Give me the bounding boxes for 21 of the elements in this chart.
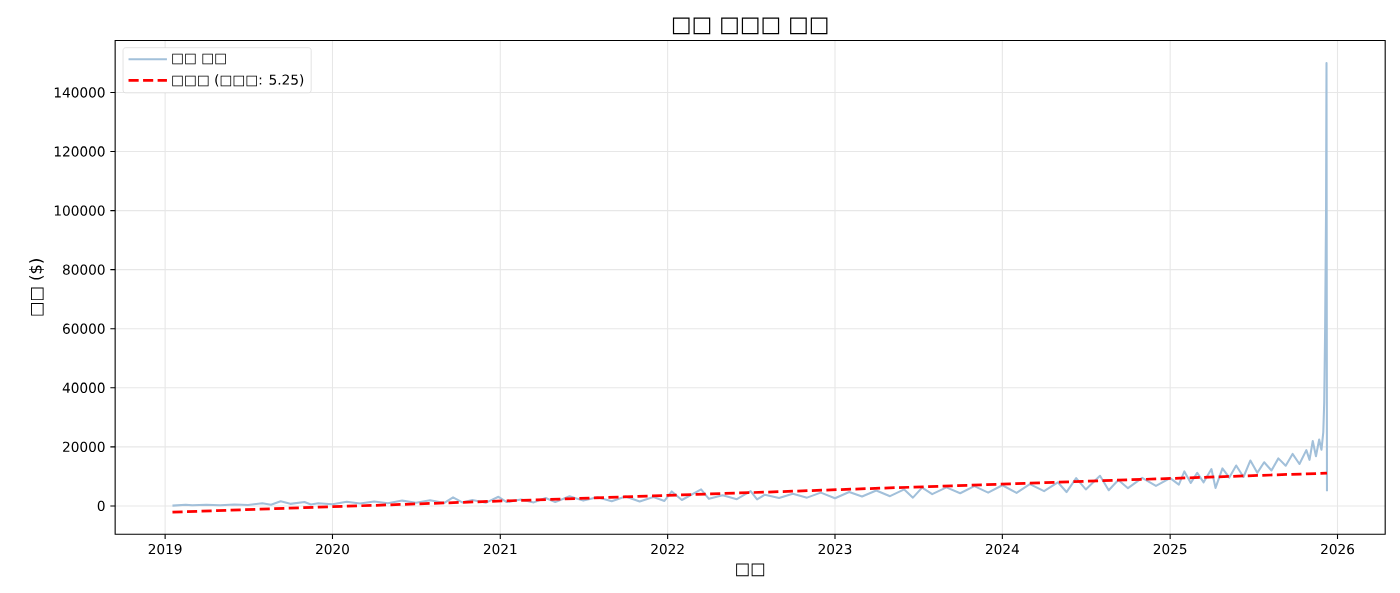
x-tick-label: 2019	[148, 544, 182, 555]
x-tick-label: 2026	[1321, 544, 1355, 555]
x-tick-label: 2021	[483, 544, 517, 555]
x-tick-label: 2025	[1153, 544, 1187, 555]
y-tick-label: 120000	[54, 146, 105, 157]
x-tick-label: 2024	[985, 544, 1019, 555]
y-tick-label: 140000	[54, 87, 105, 98]
chart-title: □□ □□□ □□	[672, 17, 828, 35]
y-axis-title: □□ ($)	[29, 259, 44, 316]
x-axis-title: □□	[736, 563, 765, 577]
y-tick-label: 60000	[63, 323, 105, 335]
x-tick-label: 2020	[316, 544, 349, 555]
y-tick-label: 20000	[63, 441, 105, 453]
legend-label: □□□ (□□□: 5.25)	[172, 74, 304, 87]
y-tick-label: 80000	[62, 264, 105, 276]
x-tick-label: 2022	[651, 544, 684, 555]
y-tick-label: 0	[97, 500, 105, 512]
legend-label: □□ □□	[172, 54, 226, 65]
y-tick-label: 40000	[62, 382, 105, 394]
x-tick-label: 2023	[818, 544, 852, 555]
y-tick-label: 100000	[54, 205, 105, 216]
